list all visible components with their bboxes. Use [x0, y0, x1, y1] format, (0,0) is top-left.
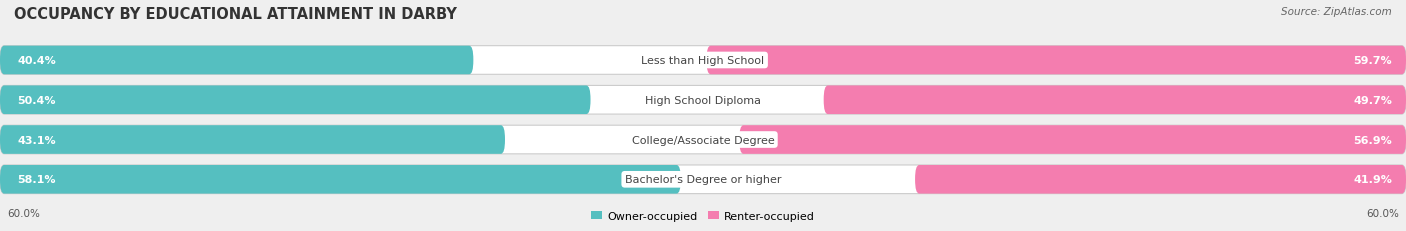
FancyBboxPatch shape — [915, 165, 1406, 194]
Text: 60.0%: 60.0% — [7, 208, 39, 218]
Text: OCCUPANCY BY EDUCATIONAL ATTAINMENT IN DARBY: OCCUPANCY BY EDUCATIONAL ATTAINMENT IN D… — [14, 7, 457, 22]
Text: 49.7%: 49.7% — [1353, 95, 1392, 105]
Text: Less than High School: Less than High School — [641, 56, 765, 66]
Text: 58.1%: 58.1% — [18, 175, 56, 185]
Text: 56.9%: 56.9% — [1353, 135, 1392, 145]
FancyBboxPatch shape — [0, 86, 1406, 115]
Text: 60.0%: 60.0% — [1367, 208, 1399, 218]
FancyBboxPatch shape — [0, 46, 1406, 75]
Text: College/Associate Degree: College/Associate Degree — [631, 135, 775, 145]
FancyBboxPatch shape — [0, 126, 1406, 154]
FancyBboxPatch shape — [824, 86, 1406, 115]
FancyBboxPatch shape — [0, 86, 591, 115]
FancyBboxPatch shape — [0, 46, 474, 75]
FancyBboxPatch shape — [0, 165, 681, 194]
Text: 41.9%: 41.9% — [1353, 175, 1392, 185]
Text: High School Diploma: High School Diploma — [645, 95, 761, 105]
Legend: Owner-occupied, Renter-occupied: Owner-occupied, Renter-occupied — [586, 207, 820, 225]
FancyBboxPatch shape — [740, 126, 1406, 154]
Text: 50.4%: 50.4% — [18, 95, 56, 105]
Text: 59.7%: 59.7% — [1354, 56, 1392, 66]
FancyBboxPatch shape — [707, 46, 1406, 75]
FancyBboxPatch shape — [0, 165, 1406, 194]
Text: Bachelor's Degree or higher: Bachelor's Degree or higher — [624, 175, 782, 185]
Text: Source: ZipAtlas.com: Source: ZipAtlas.com — [1281, 7, 1392, 17]
Text: 43.1%: 43.1% — [18, 135, 56, 145]
FancyBboxPatch shape — [0, 126, 505, 154]
Text: 40.4%: 40.4% — [18, 56, 56, 66]
